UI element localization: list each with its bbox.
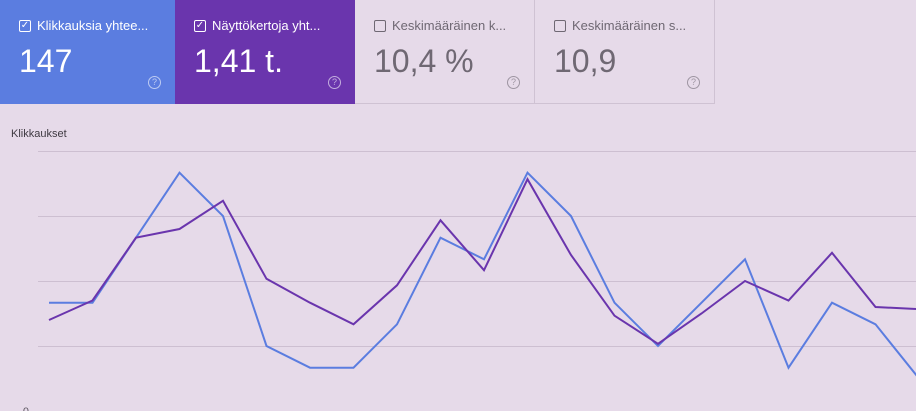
metric-label-clicks: Klikkauksia yhtee...	[37, 18, 149, 33]
metric-card-header: Keskimääräinen k...	[374, 18, 506, 33]
y-tick-label: 0	[23, 406, 29, 411]
metric-value-position: 10,9	[554, 43, 617, 79]
chart-y-axis-label: Klikkaukset	[11, 128, 67, 140]
help-icon[interactable]: ?	[328, 76, 341, 89]
help-icon[interactable]: ?	[507, 76, 520, 89]
series-line-1	[48, 177, 916, 346]
metric-label-position: Keskimääräinen s...	[572, 18, 687, 33]
help-icon[interactable]: ?	[148, 76, 161, 89]
checkbox-unchecked-icon[interactable]	[554, 19, 566, 32]
metric-value-clicks: 147	[19, 43, 73, 79]
metric-card-impressions[interactable]: ✓ Näyttökertoja yht... 1,41 t. ?	[175, 0, 355, 104]
metric-card-header: Keskimääräinen s...	[554, 18, 686, 33]
series-line-0	[49, 171, 916, 377]
metric-card-position[interactable]: Keskimääräinen s... 10,9 ?	[535, 0, 715, 104]
metric-card-header: ✓ Näyttökertoja yht...	[194, 18, 320, 33]
metric-label-impressions: Näyttökertoja yht...	[212, 18, 321, 33]
metric-label-ctr: Keskimääräinen k...	[392, 18, 507, 33]
metric-value-impressions: 1,41 t.	[194, 43, 283, 79]
help-icon[interactable]: ?	[687, 76, 700, 89]
checkbox-checked-icon[interactable]: ✓	[19, 19, 31, 32]
metric-cards: ✓ Klikkauksia yhtee... 147 ? ✓ Näyttöker…	[0, 0, 715, 104]
checkbox-unchecked-icon[interactable]	[374, 19, 386, 32]
metric-card-clicks[interactable]: ✓ Klikkauksia yhtee... 147 ?	[0, 0, 175, 104]
checkbox-checked-icon[interactable]: ✓	[194, 19, 206, 32]
metric-value-ctr: 10,4 %	[374, 43, 474, 79]
metric-card-header: ✓ Klikkauksia yhtee...	[19, 18, 148, 33]
metric-card-ctr[interactable]: Keskimääräinen k... 10,4 % ?	[355, 0, 535, 104]
